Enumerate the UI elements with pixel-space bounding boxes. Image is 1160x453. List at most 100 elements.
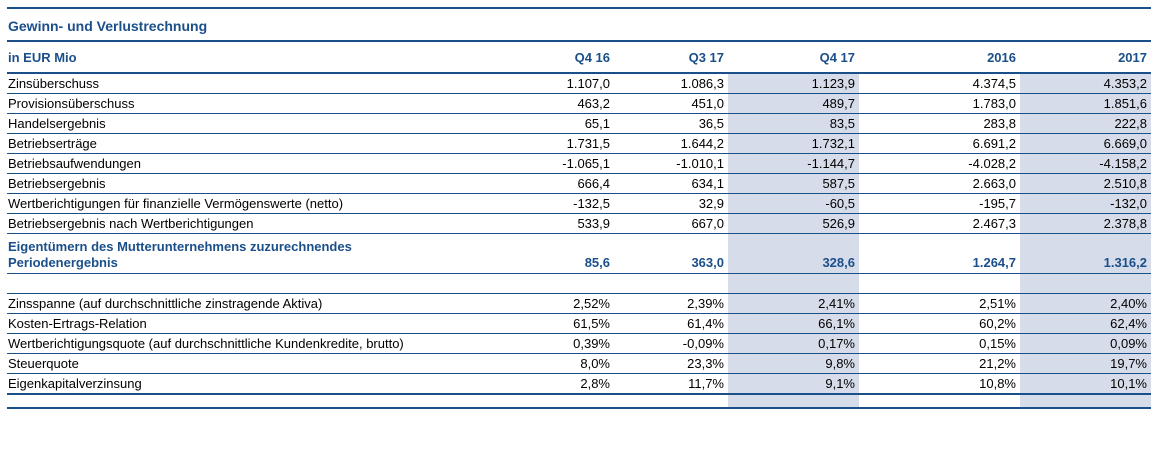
empty-cell (728, 273, 859, 294)
empty-cell (614, 273, 728, 294)
row-value: 32,9 (614, 193, 728, 214)
row-value: -132,0 (1020, 193, 1151, 214)
row-value: 0,15% (859, 333, 1020, 354)
row-label: Wertberichtigungen für finanzielle Vermö… (7, 193, 440, 214)
row-value: 1.316,2 (1020, 233, 1151, 274)
table-row: Betriebsergebnis nach Wertberichtigungen… (7, 213, 1151, 234)
row-value: 6.669,0 (1020, 133, 1151, 154)
table-row: Betriebserträge 1.731,5 1.644,2 1.732,1 6.69… (7, 133, 1151, 154)
row-value: 6.691,2 (859, 133, 1020, 154)
row-value: 10,1% (1020, 373, 1151, 395)
table-row: Wertberichtigungen für finanzielle Vermö… (7, 193, 1151, 214)
row-value: -1.010,1 (614, 153, 728, 174)
empty-cell (440, 273, 614, 294)
row-label: Betriebsaufwendungen (7, 153, 440, 174)
row-value: -0,09% (614, 333, 728, 354)
row-value: 62,4% (1020, 313, 1151, 334)
row-value: 283,8 (859, 113, 1020, 134)
table-row: Kosten-Ertrags-Relation 61,5% 61,4% 66,1% 60… (7, 313, 1151, 334)
empty-cell (440, 394, 614, 409)
empty-cell (7, 394, 440, 409)
row-value: 0,17% (728, 333, 859, 354)
row-value: 10,8% (859, 373, 1020, 395)
row-value: 2,41% (728, 293, 859, 314)
row-value: 2,39% (614, 293, 728, 314)
row-value: -4.158,2 (1020, 153, 1151, 174)
empty-cell (614, 394, 728, 409)
row-value: 1.086,3 (614, 73, 728, 94)
row-value: -195,7 (859, 193, 1020, 214)
row-value: 19,7% (1020, 353, 1151, 374)
empty-cell (7, 273, 440, 294)
row-value: -1.144,7 (728, 153, 859, 174)
row-value: 2,8% (440, 373, 614, 395)
table-row: Zinsüberschuss 1.107,0 1.086,3 1.123,9 4.374… (7, 73, 1151, 94)
row-value: 2.663,0 (859, 173, 1020, 194)
row-value: 60,2% (859, 313, 1020, 334)
table-row: Zinsspanne (auf durchschnittliche zinstr… (7, 293, 1151, 314)
row-value: 587,5 (728, 173, 859, 194)
row-label: Betriebsergebnis (7, 173, 440, 194)
row-value: 1.264,7 (859, 233, 1020, 274)
row-value: -4.028,2 (859, 153, 1020, 174)
row-value: 533,9 (440, 213, 614, 234)
row-value: 1.851,6 (1020, 93, 1151, 114)
row-value: 463,2 (440, 93, 614, 114)
spacer-row (7, 273, 1151, 294)
row-label: Kosten-Ertrags-Relation (7, 313, 440, 334)
row-label: Betriebsergebnis nach Wertberichtigungen (7, 213, 440, 234)
empty-cell (1020, 273, 1151, 294)
table-row: Provisionsüberschuss 463,2 451,0 489,7 1.783… (7, 93, 1151, 114)
row-value: 85,6 (440, 233, 614, 274)
unit-header: in EUR Mio (7, 42, 440, 74)
row-value: 0,39% (440, 333, 614, 354)
table-row: Handelsergebnis 65,1 36,5 83,5 283,8 222,8 (7, 113, 1151, 134)
row-value: 526,9 (728, 213, 859, 234)
row-value: 8,0% (440, 353, 614, 374)
row-label: Steuerquote (7, 353, 440, 374)
row-value: 2.467,3 (859, 213, 1020, 234)
row-value: 9,8% (728, 353, 859, 374)
empty-cell (728, 394, 859, 409)
row-label: Zinsüberschuss (7, 73, 440, 94)
table-row: Betriebsaufwendungen -1.065,1 -1.010,1 -1.1… (7, 153, 1151, 174)
row-label: Wertberichtigungsquote (auf durchschnitt… (7, 333, 440, 354)
row-value: 1.107,0 (440, 73, 614, 94)
row-value: 65,1 (440, 113, 614, 134)
row-value: 2,40% (1020, 293, 1151, 314)
income-statement: Gewinn- und Verlustrechnung in EUR Mio Q… (7, 7, 1151, 409)
row-value: 667,0 (614, 213, 728, 234)
row-label: Eigenkapitalverzinsung (7, 373, 440, 395)
row-value: 1.123,9 (728, 73, 859, 94)
row-label: Eigentümern des Mutterunternehmens zuzur… (7, 233, 440, 274)
row-value: 1.731,5 (440, 133, 614, 154)
row-value: 21,2% (859, 353, 1020, 374)
top-rule (7, 7, 1151, 9)
bottom-gap-row (7, 394, 1151, 409)
row-value: 61,5% (440, 313, 614, 334)
title-rule (7, 40, 1151, 42)
column-header: 2016 (859, 42, 1020, 74)
row-value: 2.378,8 (1020, 213, 1151, 234)
row-value: 83,5 (728, 113, 859, 134)
row-value: -132,5 (440, 193, 614, 214)
empty-cell (1020, 394, 1151, 409)
header-row: in EUR Mio Q4 16 Q3 17 Q4 17 2016 2017 (7, 42, 1151, 74)
row-label: Zinsspanne (auf durchschnittliche zinstr… (7, 293, 440, 314)
table-row: Betriebsergebnis 666,4 634,1 587,5 2.663,0 2.… (7, 173, 1151, 194)
row-label: Provisionsüberschuss (7, 93, 440, 114)
row-value: -60,5 (728, 193, 859, 214)
empty-cell (859, 394, 1020, 409)
row-value: 222,8 (1020, 113, 1151, 134)
row-value: 2.510,8 (1020, 173, 1151, 194)
row-value: 11,7% (614, 373, 728, 395)
row-value: 4.353,2 (1020, 73, 1151, 94)
row-value: 2,52% (440, 293, 614, 314)
column-header: 2017 (1020, 42, 1151, 74)
table-title: Gewinn- und Verlustrechnung (8, 18, 208, 34)
column-header: Q4 16 (440, 42, 614, 74)
row-value: 4.374,5 (859, 73, 1020, 94)
row-value: 1.732,1 (728, 133, 859, 154)
row-value: 1.783,0 (859, 93, 1020, 114)
column-header: Q4 17 (728, 42, 859, 74)
